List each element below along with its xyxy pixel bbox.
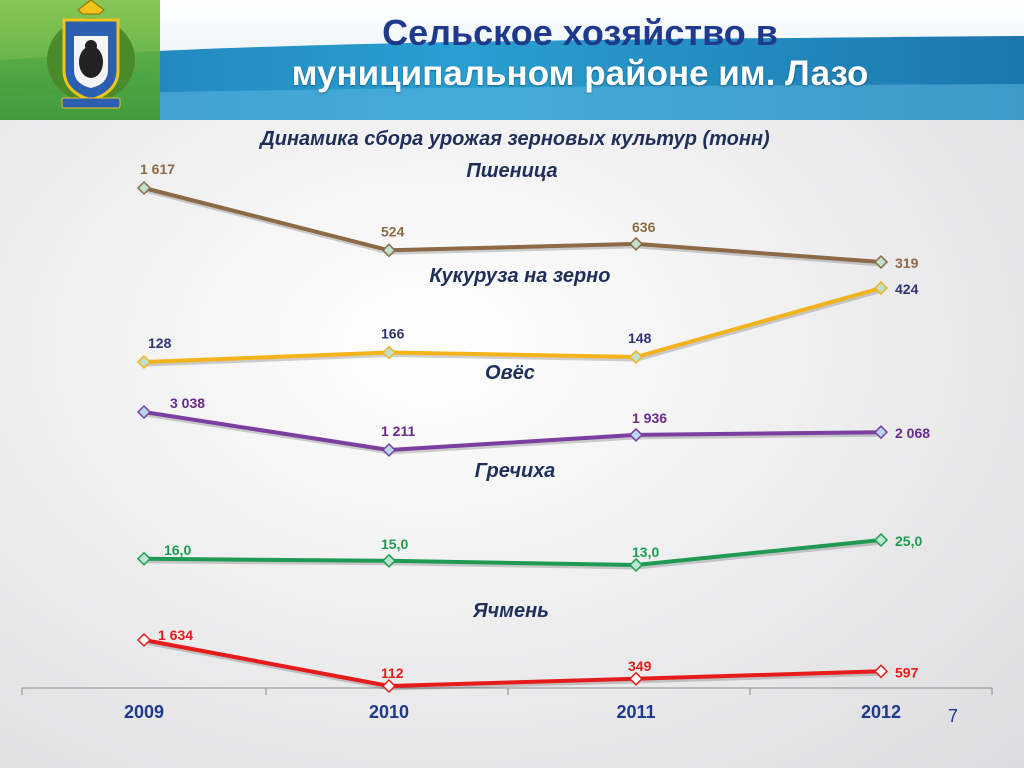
point-marker-4-1 <box>381 678 397 694</box>
point-marker-3-1 <box>381 553 397 568</box>
data-label-2-3: 2 068 <box>895 425 930 441</box>
data-label-0-3: 319 <box>895 255 919 271</box>
point-marker-2-2 <box>628 427 644 442</box>
data-label-1-1: 166 <box>381 326 405 342</box>
point-marker-3-2 <box>628 557 644 573</box>
data-label-4-0: 1 634 <box>158 627 193 643</box>
series-line-0 <box>142 186 883 264</box>
data-label-4-1: 112 <box>381 665 404 681</box>
point-marker-3-0 <box>136 551 152 566</box>
slide-title-line2: муниципальном районе им. Лазо <box>291 54 869 93</box>
x-tick-label-2011: 2011 <box>616 702 655 722</box>
point-marker-0-2 <box>628 236 644 251</box>
point-marker-3-3 <box>873 532 889 548</box>
series-line-2 <box>142 410 883 452</box>
data-label-0-0: 1 617 <box>140 161 175 177</box>
series-title-oats: Овёс <box>485 362 535 384</box>
data-label-3-1: 15,0 <box>381 536 408 552</box>
coat-of-arms-icon <box>47 0 135 109</box>
point-marker-1-3 <box>873 280 889 296</box>
point-marker-4-3 <box>873 664 889 679</box>
series-line-1 <box>142 286 883 364</box>
x-tick-label-2010: 2010 <box>369 702 409 722</box>
point-marker-0-3 <box>873 254 889 270</box>
point-marker-1-2 <box>628 349 644 365</box>
series-title-buckwheat: Гречиха <box>474 460 556 482</box>
series-line-4 <box>142 638 883 688</box>
data-label-1-2: 148 <box>628 330 652 346</box>
data-label-1-3: 424 <box>895 281 919 297</box>
data-label-1-0: 128 <box>148 335 172 351</box>
series-title-barley: Ячмень <box>472 600 550 622</box>
data-label-4-2: 349 <box>628 658 652 674</box>
data-label-0-1: 524 <box>381 223 405 239</box>
point-marker-0-1 <box>381 243 397 258</box>
point-marker-0-0 <box>136 180 152 196</box>
data-label-2-0: 3 038 <box>170 395 205 411</box>
point-marker-2-1 <box>381 442 397 458</box>
series-title-wheat: Пшеница <box>466 160 558 182</box>
data-label-0-2: 636 <box>632 219 656 235</box>
header-banner <box>0 0 1024 120</box>
point-marker-4-2 <box>628 671 644 686</box>
page-number: 7 <box>948 706 959 726</box>
series-line-3 <box>142 538 883 567</box>
chart-title: Динамика сбора урожая зерновых культур (… <box>260 128 770 150</box>
point-marker-1-0 <box>136 354 152 370</box>
point-marker-1-1 <box>381 345 397 360</box>
point-marker-2-0 <box>136 404 152 420</box>
data-label-3-3: 25,0 <box>895 533 922 549</box>
data-label-2-2: 1 936 <box>632 410 667 426</box>
slide-header: Сельское хозяйство в муниципальном район… <box>0 0 1024 120</box>
x-tick-label-2012: 2012 <box>861 702 901 722</box>
x-tick-label-2009: 2009 <box>124 702 164 722</box>
slide-title-line1: Сельское хозяйство в <box>382 12 778 53</box>
data-label-3-2: 13,0 <box>632 544 659 560</box>
data-label-3-0: 16,0 <box>164 542 191 558</box>
data-label-2-1: 1 211 <box>381 423 415 439</box>
point-marker-2-3 <box>873 425 889 440</box>
series-title-corn: Кукуруза на зерно <box>429 265 611 287</box>
data-label-4-3: 597 <box>895 664 919 680</box>
point-marker-4-0 <box>136 632 152 648</box>
